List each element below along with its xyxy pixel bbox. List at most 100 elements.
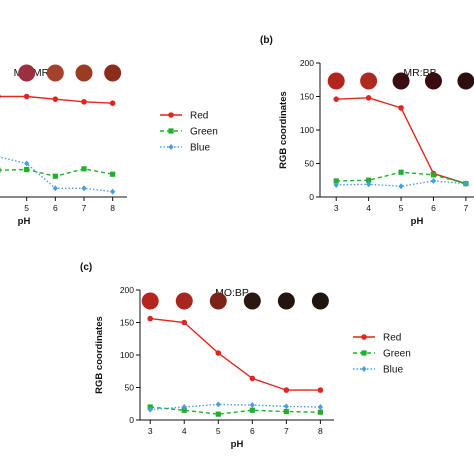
y-axis-label: RGB coordinates (278, 91, 289, 169)
y-tick-label: 200 (120, 285, 134, 295)
color-swatch (457, 73, 474, 90)
data-point-red (147, 316, 153, 322)
data-point-red (333, 96, 339, 102)
y-tick-label: 50 (125, 383, 135, 393)
legend-label-red: Red (383, 333, 401, 344)
data-point-blue (216, 401, 221, 407)
color-swatch (76, 65, 93, 82)
x-tick-label: 3 (148, 426, 153, 436)
x-tick-label: 6 (250, 426, 255, 436)
legend: Red Green Blue (353, 333, 411, 376)
x-axis-label: pH (411, 216, 424, 227)
legend: Red Green Blue (160, 111, 218, 154)
y-tick-label: 100 (120, 350, 134, 360)
x-tick-label: 4 (182, 426, 187, 436)
data-point-red (250, 376, 256, 382)
data-point-green (398, 170, 403, 175)
data-point-green (431, 172, 436, 177)
legend-label-blue: Blue (190, 143, 210, 154)
x-tick-label: 7 (464, 203, 469, 213)
data-point-green (0, 168, 1, 173)
y-tick-label: 100 (300, 125, 314, 135)
color-swatch (393, 73, 410, 90)
legend-label-green: Green (383, 349, 411, 360)
data-point-green (24, 167, 29, 172)
data-point-green (284, 409, 289, 414)
x-tick-label: 8 (110, 203, 115, 213)
color-swatch (176, 293, 193, 310)
color-swatch (104, 65, 121, 82)
data-point-green (110, 172, 115, 177)
panel-label: (c) (80, 262, 92, 273)
y-tick-label: 0 (129, 415, 134, 425)
x-axis-label: pH (18, 216, 31, 227)
x-tick-label: 7 (284, 426, 289, 436)
series-line-red (150, 319, 320, 391)
data-point-red (215, 350, 221, 356)
y-tick-label: 0 (309, 192, 314, 202)
x-tick-label: 4 (366, 203, 371, 213)
legend-marker-red (168, 112, 174, 118)
x-tick-label: 6 (431, 203, 436, 213)
legend-marker-blue (361, 366, 366, 372)
color-swatch (47, 65, 64, 82)
data-point-red (398, 105, 404, 111)
data-point-red (0, 94, 1, 100)
data-point-blue (431, 178, 436, 184)
legend-label-blue: Blue (383, 365, 403, 376)
data-point-red (284, 387, 290, 393)
data-point-green (216, 412, 221, 417)
x-tick-label: 7 (82, 203, 87, 213)
x-tick-label: 5 (24, 203, 29, 213)
color-swatch (18, 65, 35, 82)
data-point-red (366, 95, 372, 101)
data-point-red (81, 99, 87, 105)
y-tick-label: 50 (305, 159, 315, 169)
series-line-blue (150, 404, 320, 409)
color-swatch (142, 293, 159, 310)
x-tick-label: 8 (318, 426, 323, 436)
data-point-green (318, 410, 323, 415)
data-point-blue (398, 183, 403, 189)
data-point-red (318, 387, 324, 393)
color-swatch (425, 73, 442, 90)
color-swatch (360, 73, 377, 90)
data-point-blue (318, 404, 323, 410)
color-swatch (328, 73, 345, 90)
x-axis-label: pH (231, 439, 244, 450)
data-point-blue (53, 185, 58, 191)
data-point-red (53, 96, 59, 102)
legend-marker-green (361, 350, 366, 355)
color-swatch (278, 293, 295, 310)
y-tick-label: 150 (300, 92, 314, 102)
data-point-red (24, 94, 30, 100)
x-tick-label: 3 (334, 203, 339, 213)
data-point-red (110, 100, 116, 106)
color-swatch (210, 293, 227, 310)
legend-label-green: Green (190, 127, 218, 138)
legend-marker-green (168, 128, 173, 133)
data-point-green (53, 174, 58, 179)
y-tick-label: 200 (300, 58, 314, 68)
y-axis-label: RGB coordinates (94, 316, 105, 394)
data-point-red (181, 320, 187, 326)
data-point-blue (250, 402, 255, 408)
legend-marker-blue (168, 144, 173, 150)
data-point-blue (284, 403, 289, 409)
x-tick-label: 6 (53, 203, 58, 213)
color-swatch (244, 293, 261, 310)
x-tick-label: 5 (399, 203, 404, 213)
data-point-blue (81, 185, 86, 191)
panel-label: (b) (260, 35, 273, 46)
data-point-green (250, 408, 255, 413)
chart-panel-1: 5678pHMR:MRsRedGreenBlue (0, 65, 218, 228)
legend-label-red: Red (190, 111, 208, 122)
data-point-blue (110, 189, 115, 195)
legend-marker-red (361, 334, 367, 340)
color-swatch (312, 293, 329, 310)
data-point-green (81, 166, 86, 171)
x-tick-label: 5 (216, 426, 221, 436)
